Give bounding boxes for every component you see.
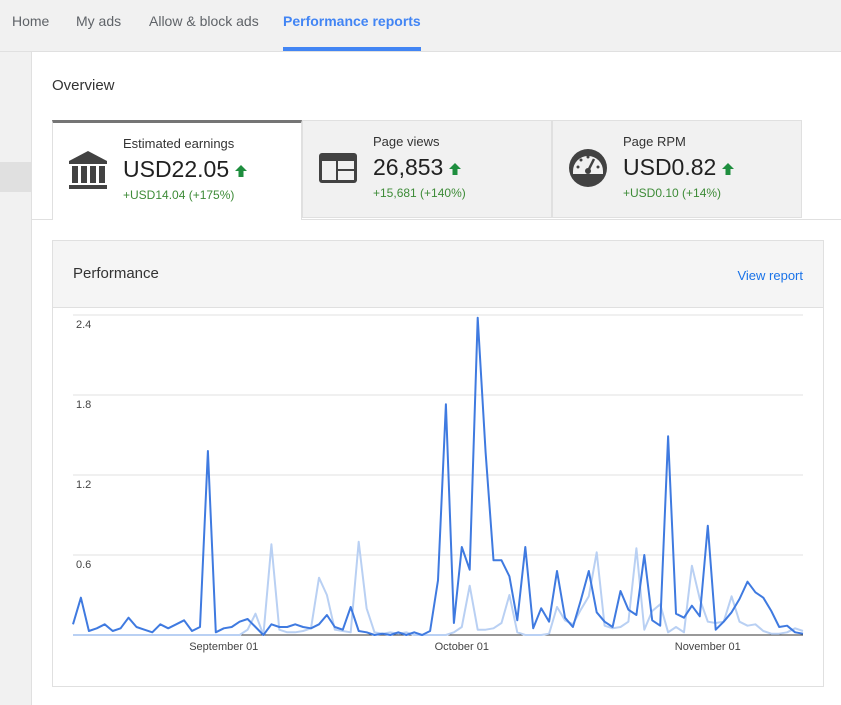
bank-icon (69, 151, 107, 189)
metric-card-page-views[interactable]: Page views 26,853 +15,681 (+140%) (302, 120, 552, 218)
overview-title: Overview (52, 77, 115, 94)
metric-card-estimated-earnings[interactable]: Estimated earnings USD22.05 +USD14.04 (+… (52, 120, 302, 220)
metric-change: +USD14.04 (+175%) (123, 188, 235, 202)
metric-label: Estimated earnings (123, 136, 235, 151)
y-tick-label: 1.8 (76, 399, 91, 411)
view-report-link[interactable]: View report (737, 268, 803, 283)
metric-label: Page views (373, 134, 440, 149)
metric-value-text: USD22.05 (123, 156, 230, 182)
series-line-secondary (73, 540, 804, 636)
left-rail (0, 52, 32, 705)
gauge-icon (569, 149, 607, 187)
top-navigation: Home My ads Allow & block ads Performanc… (0, 0, 841, 52)
metric-change: +USD0.10 (+14%) (623, 186, 722, 200)
metric-change: +15,681 (+140%) (373, 186, 466, 200)
x-tick-label: September 01 (189, 641, 258, 653)
metric-value: USD22.05 (123, 156, 248, 183)
page-layout-icon (319, 153, 357, 183)
metric-value: USD0.82 (623, 154, 735, 181)
metric-value-text: 26,853 (373, 154, 444, 180)
y-tick-label: 1.2 (76, 479, 91, 491)
metrics-band: Estimated earnings USD22.05 +USD14.04 (+… (32, 120, 841, 220)
y-tick-label: 2.4 (76, 319, 91, 331)
x-tick-label: October 01 (435, 641, 489, 653)
y-tick-label: 0.6 (76, 559, 91, 571)
performance-header: Performance View report (53, 241, 823, 308)
tab-my-ads[interactable]: My ads (76, 13, 122, 29)
x-tick-label: November 01 (675, 641, 741, 653)
tab-allow-block-ads[interactable]: Allow & block ads (149, 13, 259, 29)
tab-performance-reports[interactable]: Performance reports (283, 0, 421, 51)
metric-card-page-rpm[interactable]: Page RPM USD0.82 +USD0.10 (+14%) (552, 120, 802, 218)
performance-card: Performance View report 2.4 1.8 1.2 0.6 Sept… (52, 240, 824, 687)
trend-up-icon (235, 164, 248, 177)
series-line-primary (72, 316, 804, 636)
performance-chart: 2.4 1.8 1.2 0.6 September 01 October 01 Novemb… (72, 314, 804, 653)
metric-value: 26,853 (373, 154, 462, 181)
main-content: Overview Estimated earnings USD22.05 +US… (32, 52, 841, 705)
trend-up-icon (449, 162, 462, 175)
left-rail-selected-item[interactable] (0, 162, 31, 192)
performance-title: Performance (73, 265, 159, 282)
tab-home[interactable]: Home (12, 13, 50, 29)
trend-up-icon (722, 162, 735, 175)
metric-value-text: USD0.82 (623, 154, 717, 180)
metric-label: Page RPM (623, 134, 686, 149)
